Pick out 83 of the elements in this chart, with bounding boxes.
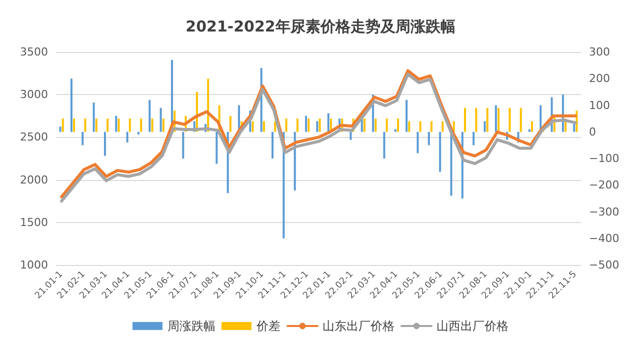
bar bbox=[59, 126, 62, 132]
bar bbox=[70, 78, 72, 132]
legend-label: 周涨跌幅 bbox=[168, 319, 216, 333]
bar bbox=[82, 132, 84, 146]
bar bbox=[406, 100, 408, 132]
bar bbox=[160, 108, 162, 132]
bar bbox=[137, 132, 140, 135]
bar bbox=[216, 132, 218, 164]
y2-tick-label: 300 bbox=[589, 46, 610, 58]
y2-tick-label: −400 bbox=[589, 232, 620, 245]
bar bbox=[408, 121, 410, 132]
bar bbox=[104, 132, 106, 156]
bar bbox=[115, 116, 118, 132]
y2-tick-label: −100 bbox=[589, 152, 620, 165]
bar bbox=[84, 118, 86, 132]
bar bbox=[162, 118, 164, 132]
bar bbox=[475, 108, 478, 132]
bar bbox=[327, 113, 330, 132]
bar bbox=[308, 118, 310, 132]
bar bbox=[394, 129, 396, 132]
bar bbox=[531, 121, 534, 132]
bar bbox=[140, 118, 142, 132]
y2-tick-label: −200 bbox=[589, 178, 620, 192]
bar bbox=[285, 118, 288, 132]
bar bbox=[396, 118, 399, 132]
bar bbox=[128, 118, 131, 132]
bar bbox=[318, 118, 321, 132]
bar bbox=[528, 129, 530, 132]
bar bbox=[383, 132, 386, 158]
bar bbox=[439, 132, 442, 172]
bar bbox=[151, 118, 154, 132]
bar bbox=[450, 132, 452, 196]
bar bbox=[182, 132, 184, 158]
bar bbox=[274, 121, 276, 132]
bar bbox=[262, 121, 265, 132]
legend-label: 山东出厂价格 bbox=[322, 319, 394, 333]
y2-tick-label: 200 bbox=[589, 72, 610, 86]
y-tick-label: 2000 bbox=[20, 173, 48, 186]
bar bbox=[484, 121, 486, 132]
bar bbox=[486, 108, 488, 132]
bar bbox=[272, 132, 274, 158]
bar bbox=[498, 108, 500, 132]
bar bbox=[442, 121, 444, 132]
y-tick-label: 3500 bbox=[20, 46, 48, 58]
bar bbox=[386, 118, 388, 132]
y2-tick-label: 0 bbox=[589, 125, 596, 138]
bar bbox=[126, 132, 128, 143]
bar bbox=[573, 124, 576, 132]
y-tick-label: 2500 bbox=[20, 130, 48, 144]
bar bbox=[316, 121, 318, 132]
bar bbox=[430, 121, 432, 132]
bar bbox=[95, 118, 98, 132]
bar bbox=[106, 118, 109, 132]
bar bbox=[73, 118, 76, 132]
y-tick-label: 1000 bbox=[20, 258, 48, 272]
bar bbox=[374, 118, 377, 132]
legend-label: 山西出厂价格 bbox=[436, 319, 508, 333]
y2-tick-label: −300 bbox=[589, 205, 620, 218]
bar bbox=[305, 116, 308, 132]
bar bbox=[416, 132, 419, 154]
bar bbox=[428, 132, 430, 146]
bar bbox=[419, 121, 422, 132]
bar bbox=[494, 105, 497, 132]
bar bbox=[92, 102, 95, 132]
bar bbox=[508, 108, 511, 132]
y-tick-label: 1500 bbox=[20, 216, 48, 229]
y2-tick-label: −500 bbox=[589, 258, 620, 272]
bar bbox=[296, 118, 298, 132]
y2-tick-label: 100 bbox=[589, 98, 610, 112]
y-tick-label: 3000 bbox=[20, 88, 48, 102]
bar bbox=[452, 121, 455, 132]
bar bbox=[229, 116, 232, 132]
bar bbox=[520, 108, 522, 132]
legend-label: 价差 bbox=[256, 319, 280, 333]
bar bbox=[472, 132, 475, 146]
bar bbox=[363, 118, 366, 132]
bar bbox=[118, 118, 120, 132]
bar bbox=[62, 118, 64, 132]
bar bbox=[464, 108, 466, 132]
bar bbox=[148, 100, 151, 132]
chart-title: 2021-2022年尿素价格走势及周涨跌幅 bbox=[186, 18, 456, 36]
bar bbox=[252, 121, 254, 132]
bar bbox=[350, 132, 352, 140]
